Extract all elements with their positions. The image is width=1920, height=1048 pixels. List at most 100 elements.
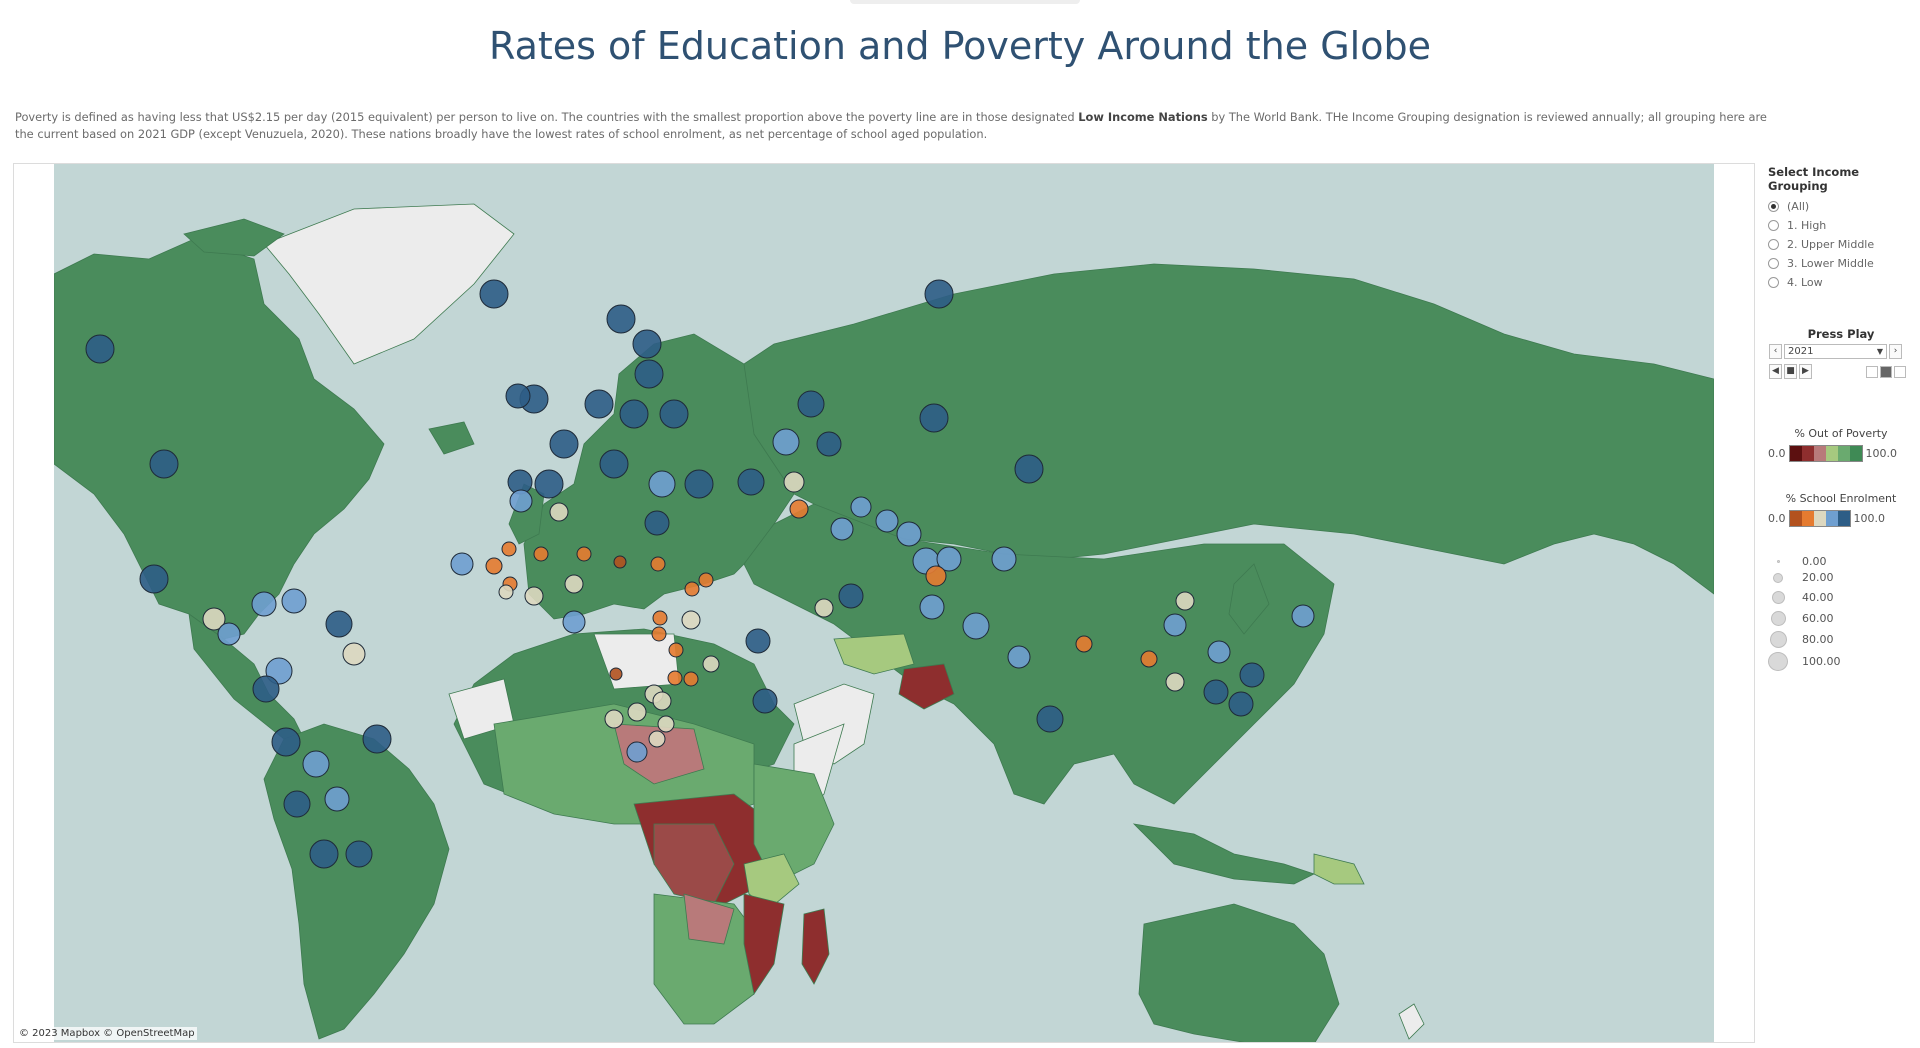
circle-mozambique — [667, 670, 683, 686]
size-row: 80.00 — [1768, 631, 1834, 648]
chevron-left-icon[interactable]: ‹ — [1769, 344, 1782, 359]
year-value: 2021 — [1788, 346, 1814, 357]
circle-nauru — [1175, 591, 1195, 611]
circle-timor — [1007, 645, 1031, 669]
description-bold: Low Income Nations — [1078, 110, 1208, 124]
circle-seychelles — [745, 628, 771, 654]
png — [1313, 853, 1365, 885]
world-map[interactable] — [54, 164, 1714, 1043]
circle-kenya — [681, 610, 701, 630]
radio-icon[interactable] — [1768, 277, 1779, 288]
circle-uganda — [652, 610, 668, 626]
circle-ukraine — [659, 399, 689, 429]
legend-school: 0.0 100.0 — [1768, 510, 1885, 527]
description-part2: by The World Bank. THe Income Grouping d… — [15, 110, 1767, 141]
school-swatch-1 — [1801, 511, 1814, 526]
circle-australia — [1036, 705, 1064, 733]
map-attribution[interactable]: © 2023 Mapbox © OpenStreetMap — [17, 1027, 197, 1040]
circle-china — [919, 403, 949, 433]
filter-option-upper-middle[interactable]: 2. Upper Middle — [1768, 235, 1918, 254]
step-back-icon[interactable]: ◀ — [1769, 364, 1782, 379]
map-container[interactable]: © 2023 Mapbox © OpenStreetMap — [13, 163, 1755, 1043]
asia-south — [743, 503, 1335, 805]
circle-ghana — [524, 586, 544, 606]
circle-mongolia — [816, 431, 842, 457]
chevron-down-icon: ▼ — [1876, 347, 1883, 356]
radio-icon[interactable] — [1768, 239, 1779, 250]
radio-selected-icon[interactable] — [1768, 201, 1779, 212]
legend-poverty-max: 100.0 — [1865, 447, 1898, 460]
madagascar — [801, 908, 830, 985]
size-label: 0.00 — [1802, 555, 1827, 568]
filter-option-label: (All) — [1787, 200, 1810, 213]
circle-fiji — [1207, 640, 1231, 664]
legend-school-ramp — [1788, 510, 1851, 527]
poverty-swatch-1 — [1801, 446, 1814, 461]
circle-russia — [924, 279, 954, 309]
radio-icon[interactable] — [1768, 220, 1779, 231]
new-zealand — [1398, 1003, 1425, 1040]
circle-ecuador — [252, 675, 280, 703]
circle-turkey — [684, 469, 714, 499]
central-asia-light — [833, 633, 915, 675]
filter-option-all[interactable]: (All) — [1768, 197, 1918, 216]
stop-icon[interactable]: ■ — [1784, 364, 1797, 379]
circle-tonga — [1239, 662, 1265, 688]
circle-lesotho — [657, 715, 675, 733]
circle-ethiopia — [684, 581, 700, 597]
speed-medium-icon[interactable] — [1880, 365, 1892, 378]
circle-indonesia — [962, 612, 990, 640]
circle-kiribati — [1163, 613, 1187, 637]
filter-option-label: 4. Low — [1787, 276, 1823, 289]
circle-algeria — [549, 502, 569, 522]
size-label: 40.00 — [1802, 591, 1834, 604]
circle-canada — [85, 334, 115, 364]
circle-poland — [619, 399, 649, 429]
circle-japan — [1014, 454, 1044, 484]
circle-burkina — [533, 546, 549, 562]
circle-vanuatu — [1165, 672, 1185, 692]
size-row: 0.00 — [1768, 555, 1827, 568]
chevron-right-icon[interactable]: › — [1889, 344, 1902, 359]
east-africa — [753, 763, 835, 885]
circle-botswana — [627, 702, 647, 722]
circle-mauritania — [450, 552, 474, 576]
income-group-filter[interactable]: (All) 1. High 2. Upper Middle 3. Lower M… — [1768, 197, 1918, 292]
playback-controls: ◀ ■ ▶ — [1769, 364, 1906, 379]
circle-italy — [599, 449, 629, 479]
iceland — [428, 421, 475, 455]
niger-chad — [613, 723, 705, 785]
circle-egypt — [644, 510, 670, 536]
filter-option-high[interactable]: 1. High — [1768, 216, 1918, 235]
circle-angola — [609, 667, 623, 681]
circle-venezuela — [325, 610, 353, 638]
circle-mali — [501, 541, 517, 557]
circle-kazakhstan — [797, 390, 825, 418]
description: Poverty is defined as having less that U… — [15, 109, 1775, 143]
circle-argentina — [309, 839, 339, 869]
radio-icon[interactable] — [1768, 258, 1779, 269]
legend-school-min: 0.0 — [1768, 512, 1786, 525]
circle-france — [549, 429, 579, 459]
circle-nigeria — [564, 574, 584, 594]
circle-nepal — [850, 496, 872, 518]
circle-afghanistan — [783, 471, 805, 493]
filter-option-label: 3. Lower Middle — [1787, 257, 1874, 270]
filter-option-low[interactable]: 4. Low — [1768, 273, 1918, 292]
circle-eritrea — [698, 572, 714, 588]
horn-light — [743, 853, 800, 910]
circle-sierra-leone — [498, 584, 514, 600]
year-dropdown[interactable]: 2021 ▼ — [1784, 344, 1887, 359]
circle-samoa — [1228, 691, 1254, 717]
circle-finland — [634, 359, 664, 389]
land-layer — [54, 203, 1714, 1042]
size-label: 100.00 — [1802, 655, 1841, 668]
poverty-swatch-4 — [1837, 446, 1850, 461]
circle-mexico — [139, 564, 169, 594]
speed-slow-icon[interactable] — [1866, 365, 1878, 378]
school-enrolment-circles — [85, 279, 1315, 869]
filter-title: Select Income Grouping — [1768, 165, 1860, 193]
step-forward-icon[interactable]: ▶ — [1799, 364, 1812, 379]
speed-fast-icon[interactable] — [1894, 365, 1906, 378]
filter-option-lower-middle[interactable]: 3. Lower Middle — [1768, 254, 1918, 273]
